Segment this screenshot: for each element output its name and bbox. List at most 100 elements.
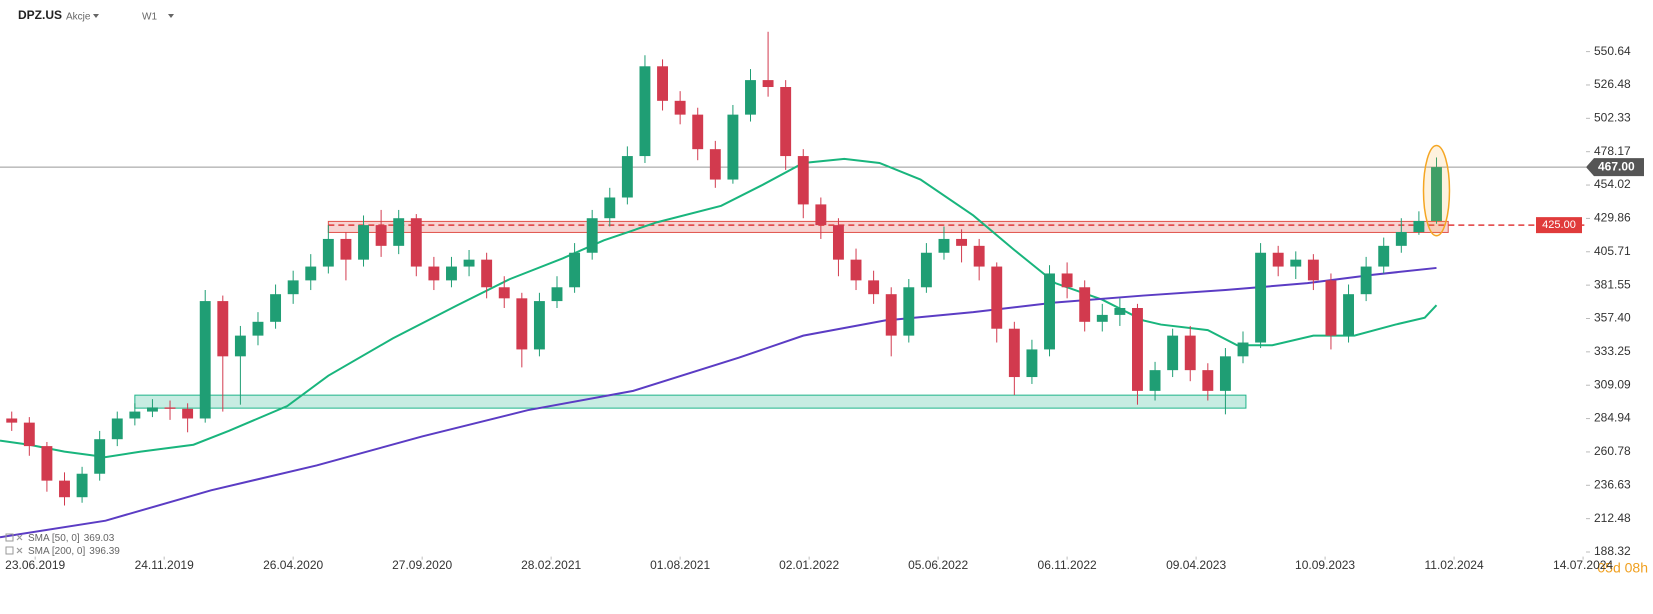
symbol-dropdown[interactable] [93, 14, 99, 18]
candle-body [1272, 252, 1284, 267]
candle-body [1378, 245, 1390, 267]
zone [134, 394, 1247, 409]
candle-body [604, 197, 616, 219]
y-tick-label: 260.78 [1594, 444, 1631, 458]
y-tick-label: 381.55 [1594, 277, 1631, 291]
candle-body [94, 439, 106, 474]
y-tick-label: 405.71 [1594, 244, 1631, 258]
candle-body [481, 259, 493, 288]
candle-timer: 05d 08h [1597, 560, 1648, 576]
y-tick-label: 478.17 [1594, 144, 1631, 158]
candle-body [1413, 220, 1425, 233]
y-tick-label: 454.02 [1594, 177, 1631, 191]
candle-body [375, 225, 387, 246]
candle-body [182, 408, 194, 419]
candle-body [305, 266, 317, 281]
candle-body [146, 407, 158, 412]
interval-dropdown[interactable] [168, 14, 174, 18]
candle-body [639, 66, 651, 157]
y-tick-label: 309.09 [1594, 377, 1631, 391]
y-tick-label: 212.48 [1594, 511, 1631, 525]
candle-body [516, 298, 528, 350]
candle-body [358, 225, 369, 260]
x-tick-label: 02.01.2022 [779, 558, 839, 572]
x-tick-label: 09.04.2023 [1166, 558, 1226, 572]
candle-body [1167, 335, 1179, 371]
candle-body [1008, 328, 1020, 378]
candle-body [815, 204, 827, 226]
candle-body [463, 259, 475, 267]
candle-body [903, 287, 915, 336]
candle-body [129, 411, 141, 419]
candle-body [217, 301, 229, 357]
candle-body [322, 238, 334, 267]
symbol[interactable]: DPZ.US [18, 8, 62, 22]
legend-icon [5, 546, 14, 555]
candle-body [1255, 252, 1267, 343]
candle-body [657, 66, 668, 101]
candle-body [973, 245, 985, 267]
y-tick-label: 236.63 [1594, 477, 1631, 491]
y-tick-label: 357.40 [1594, 311, 1631, 325]
candle-body [1343, 294, 1354, 336]
legend-remove [16, 547, 23, 554]
candle-body [1325, 280, 1337, 336]
candle-body [745, 80, 756, 115]
candle-body [780, 87, 792, 157]
legend-remove [16, 534, 23, 541]
candle-body [1132, 307, 1143, 391]
candle-body [199, 301, 211, 419]
x-tick-label: 05.06.2022 [908, 558, 968, 572]
y-tick-label: 284.94 [1594, 411, 1631, 425]
x-tick-label: 06.11.2022 [1038, 558, 1097, 572]
y-tick-label: 526.48 [1594, 77, 1631, 91]
candle-body [1079, 287, 1091, 322]
candle-body [832, 225, 844, 260]
candle-body [1114, 307, 1126, 315]
candle-body [586, 218, 598, 253]
x-tick-label: 23.06.2019 [5, 558, 65, 572]
x-tick-label: 14.07.2024 [1553, 558, 1613, 572]
candle-body [1026, 349, 1038, 378]
candle-body [287, 280, 299, 295]
candle-body [41, 446, 53, 481]
candle-body [111, 418, 123, 440]
x-tick-label: 26.04.2020 [263, 558, 323, 572]
candle-body [498, 287, 510, 299]
legend-name: SMA [50, 0] [28, 533, 80, 544]
candle-body [1096, 314, 1108, 322]
interval[interactable]: W1 [142, 12, 157, 23]
price-tag-label: 467.00 [1598, 159, 1635, 173]
candle-body [621, 156, 633, 198]
x-tick-label: 24.11.2019 [135, 558, 194, 572]
candle-body [164, 407, 176, 409]
candle-body [920, 252, 932, 288]
legend-value: 396.39 [89, 546, 120, 557]
candle-body [428, 266, 440, 281]
x-tick-label: 10.09.2023 [1295, 558, 1355, 572]
y-tick-label: 550.64 [1594, 44, 1631, 58]
y-tick-label: 188.32 [1594, 544, 1631, 558]
candle-body [234, 335, 246, 357]
legend-value: 369.03 [84, 533, 115, 544]
candle-body [868, 280, 880, 295]
candle-body [1290, 259, 1302, 267]
candle-body [1184, 335, 1196, 371]
zone [327, 220, 1449, 233]
candle-body [270, 294, 282, 322]
candle-body [1149, 370, 1161, 391]
legend-label: SMA [50, 0] 369.03 [28, 533, 115, 544]
level-tag-label: 425.00 [1542, 219, 1576, 231]
candle-body [23, 422, 35, 447]
candle-body [1044, 273, 1055, 350]
candle-body [850, 259, 862, 281]
candle-body [252, 321, 264, 336]
candle-body [797, 156, 809, 205]
candle-body [991, 266, 1003, 329]
candle-body [938, 238, 950, 253]
candle-body [674, 100, 686, 115]
y-tick-label: 333.25 [1594, 344, 1631, 358]
candle-body [727, 114, 739, 180]
level-tag [1536, 217, 1582, 234]
